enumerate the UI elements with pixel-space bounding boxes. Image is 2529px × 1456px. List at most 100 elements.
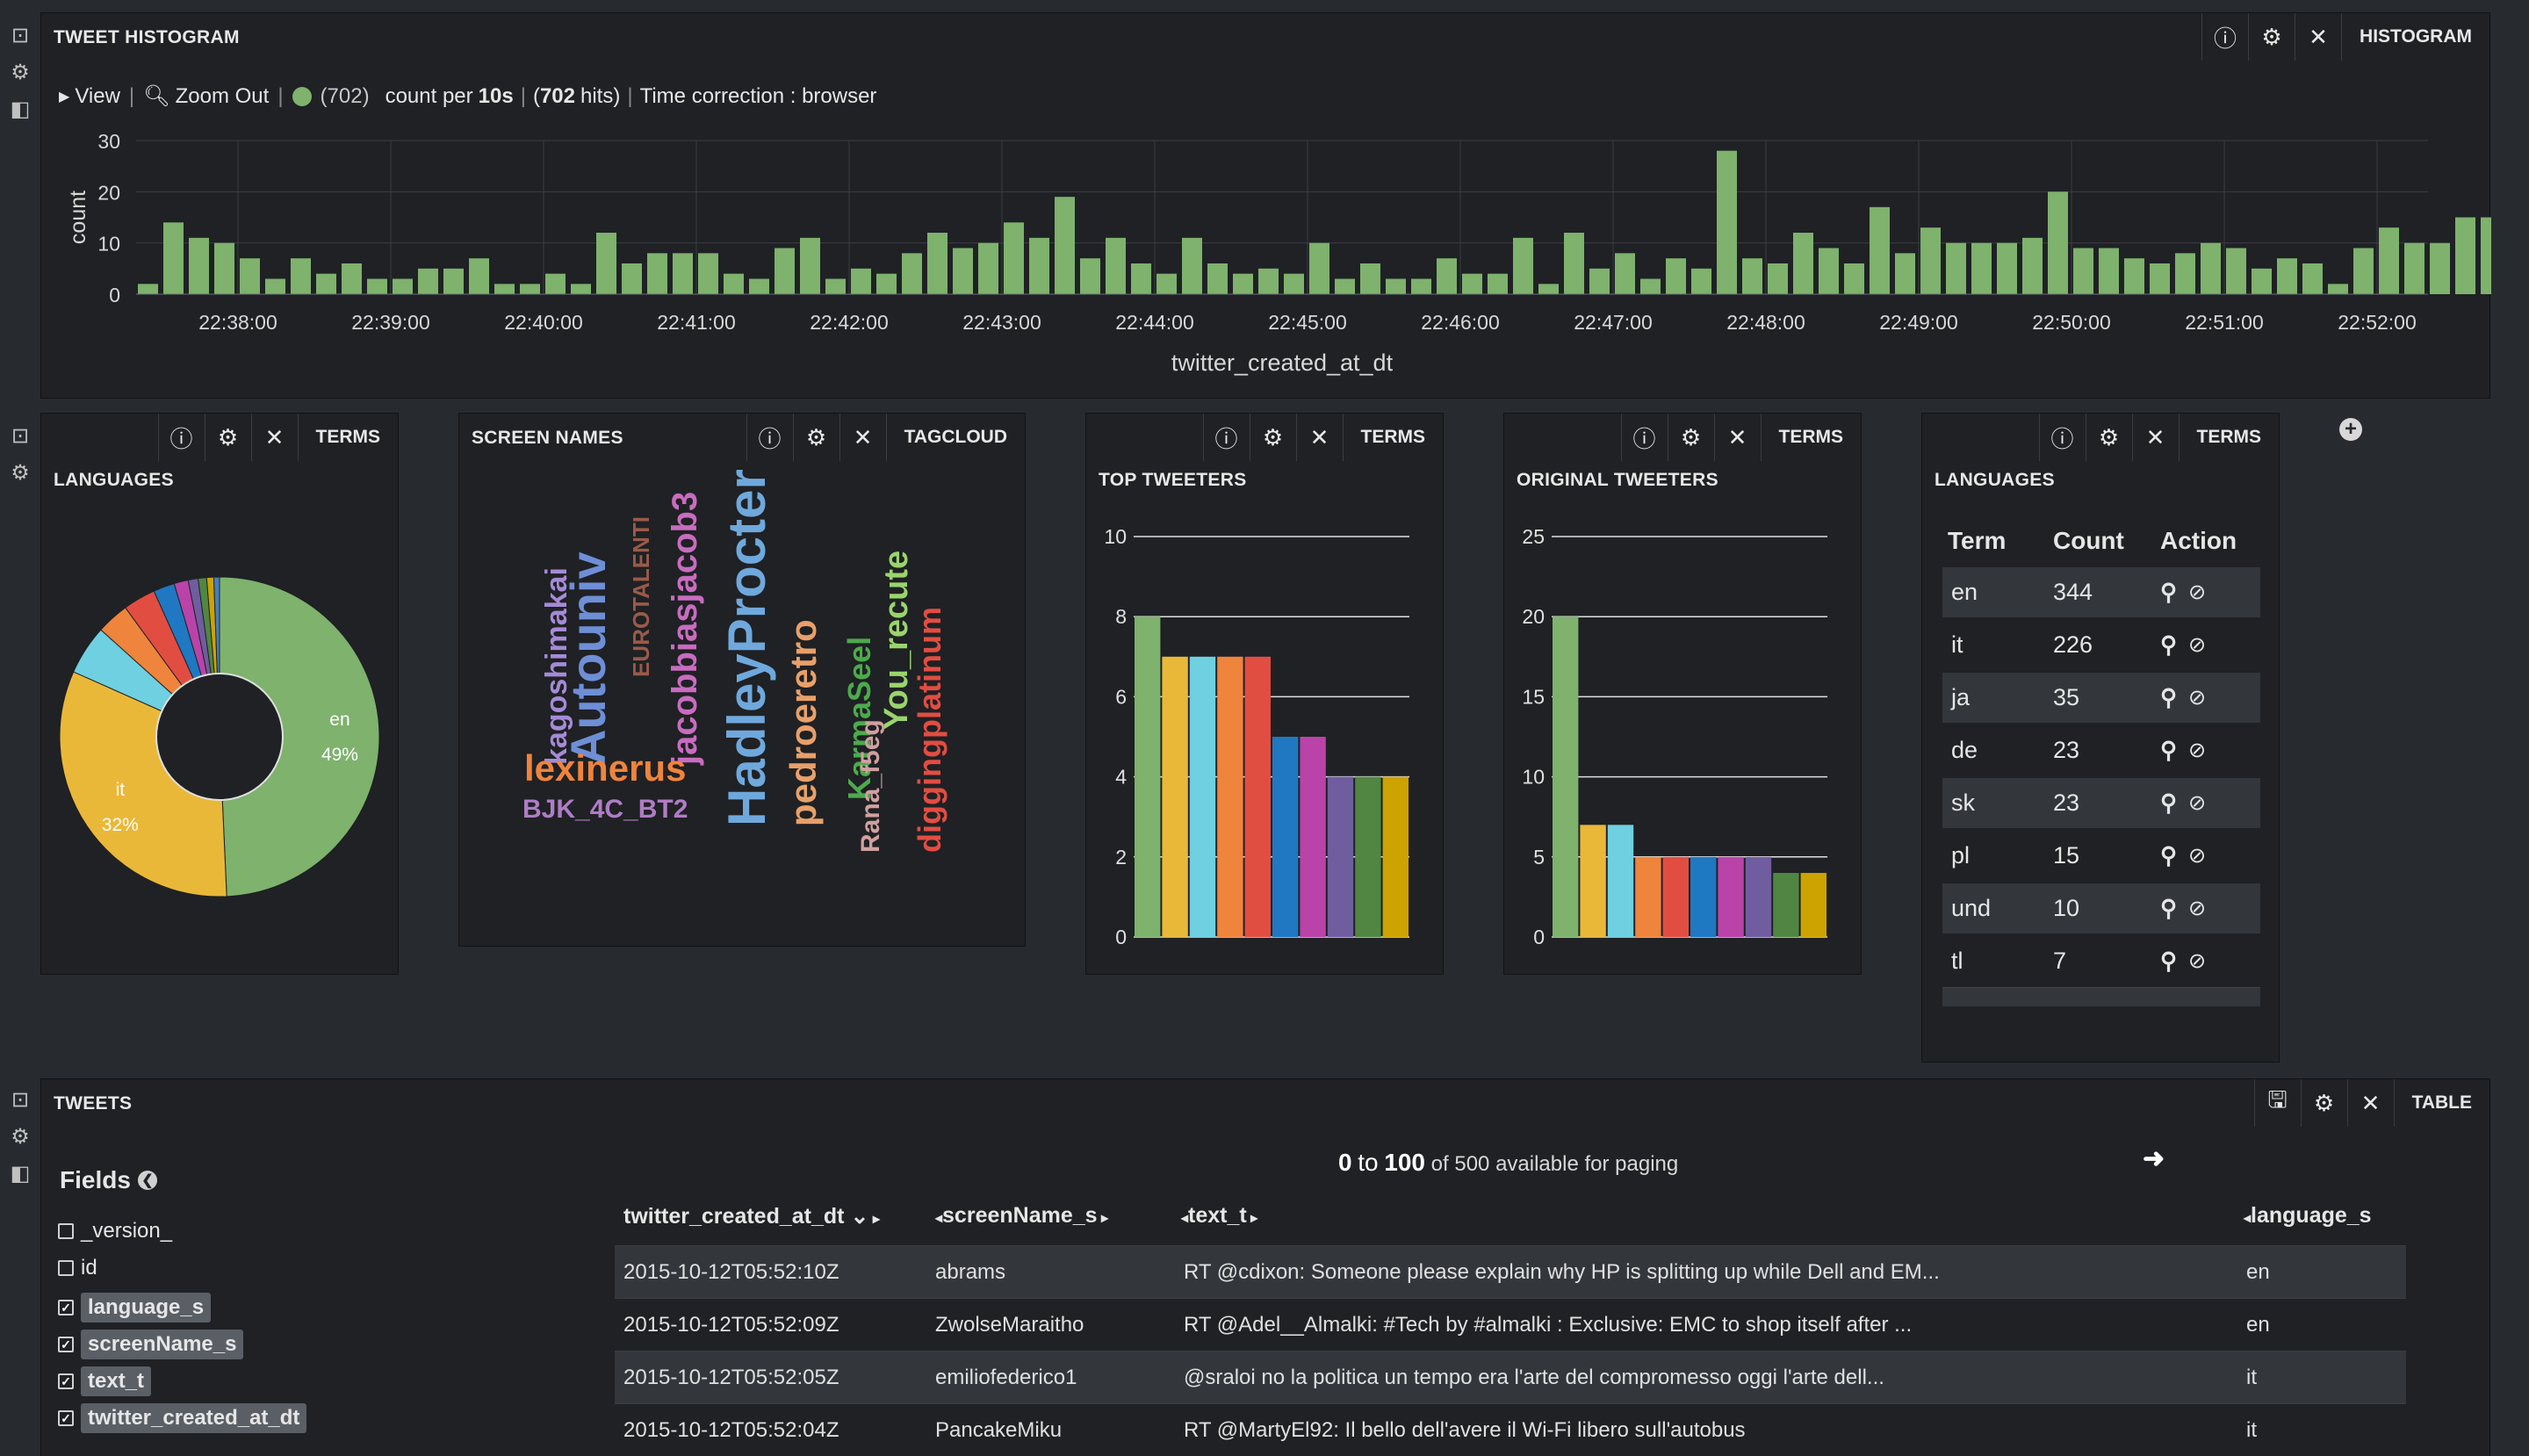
histogram-bar <box>571 284 591 294</box>
histogram-bar <box>2404 242 2425 294</box>
field-checkbox[interactable]: ✓ <box>58 1410 74 1426</box>
histogram-bar <box>1258 268 1279 294</box>
zoom-out-button[interactable]: Zoom Out <box>175 83 270 108</box>
close-icon[interactable]: ✕ <box>1713 414 1761 461</box>
filter-search-icon[interactable]: ⚲ <box>2160 895 2178 921</box>
close-icon[interactable]: ✕ <box>250 414 298 461</box>
close-icon[interactable]: ✕ <box>839 414 886 461</box>
add-panel-icon[interactable]: ◧ <box>10 97 31 121</box>
collapse-fields-icon[interactable]: ❮ <box>137 1171 157 1190</box>
field-checkbox[interactable]: ✓ <box>58 1300 74 1315</box>
info-icon[interactable]: ⓘ <box>1620 414 1668 461</box>
table-row[interactable]: 2015-10-12T05:52:04Z PancakeMiku RT @Marty… <box>615 1403 2406 1456</box>
view-menu[interactable]: View <box>75 83 120 108</box>
bar <box>1382 776 1409 937</box>
histogram-bar <box>1844 263 1864 294</box>
histogram-bar <box>1029 237 1049 294</box>
filter-search-icon[interactable]: ⚲ <box>2160 631 2178 658</box>
table-row[interactable]: 2015-10-12T05:52:05Z emiliofederico1 @sral… <box>615 1351 2406 1403</box>
histogram-bar <box>2201 242 2221 294</box>
bar <box>1800 873 1826 937</box>
histogram-bar <box>469 258 489 294</box>
add-panel-plus-icon[interactable]: + <box>2339 418 2362 441</box>
col-text[interactable]: ◂text_t ▸ <box>1181 1203 1258 1228</box>
exclude-icon[interactable]: ⊘ <box>2188 897 2207 920</box>
row-settings-gear-icon[interactable]: ⚙ <box>11 1125 30 1149</box>
add-panel-icon[interactable]: ◧ <box>10 1162 31 1186</box>
histogram-bar <box>1946 242 1966 294</box>
histogram-bar <box>673 253 693 294</box>
text-cell: RT @MartyEl92: Il bello dell'avere il Wi… <box>1184 1417 1746 1442</box>
table-row[interactable]: 2015-10-12T05:52:10Z abrams RT @cdixon: So… <box>615 1245 2406 1298</box>
exclude-icon[interactable]: ⊘ <box>2188 686 2207 710</box>
close-icon[interactable]: ✕ <box>2295 13 2341 61</box>
filter-search-icon[interactable]: ⚲ <box>2160 684 2178 710</box>
info-icon[interactable]: ⓘ <box>746 414 793 461</box>
filter-search-icon[interactable]: ⚲ <box>2160 579 2178 605</box>
settings-gear-icon[interactable]: ⚙ <box>792 414 839 461</box>
histogram-bar <box>494 284 515 294</box>
row-settings-gear-icon[interactable]: ⚙ <box>11 61 30 84</box>
info-icon[interactable]: ⓘ <box>2038 414 2086 461</box>
histogram-bar <box>163 222 184 294</box>
settings-gear-icon[interactable]: ⚙ <box>204 414 251 461</box>
x-tick-label: 22:46:00 <box>1421 311 1500 334</box>
info-icon[interactable]: ⓘ <box>2201 13 2248 61</box>
collapse-row-icon[interactable]: ⊡ <box>11 424 30 448</box>
field-checkbox[interactable] <box>58 1260 74 1276</box>
close-icon[interactable]: ✕ <box>2346 1079 2394 1127</box>
histogram-bar <box>851 268 871 294</box>
histogram-bar <box>800 237 820 294</box>
field-item[interactable]: _version_ <box>58 1219 172 1243</box>
close-icon[interactable]: ✕ <box>2131 414 2179 461</box>
bar <box>1135 616 1161 937</box>
table-row[interactable]: 2015-10-12T05:52:09Z ZwolseMaraitho RT @Ad… <box>615 1298 2406 1351</box>
collapse-row-icon[interactable]: ⊡ <box>11 24 30 47</box>
settings-gear-icon[interactable]: ⚙ <box>2300 1079 2347 1127</box>
settings-gear-icon[interactable]: ⚙ <box>2085 414 2132 461</box>
close-icon[interactable]: ✕ <box>1295 414 1343 461</box>
row-settings-gear-icon[interactable]: ⚙ <box>11 461 30 485</box>
caret-right-icon: ▸ <box>1097 1211 1109 1226</box>
col-language[interactable]: ◂language_s <box>2244 1203 2372 1228</box>
filter-search-icon[interactable]: ⚲ <box>2160 737 2178 763</box>
field-checkbox[interactable]: ✓ <box>58 1373 74 1389</box>
top-tweeters-panel: ⓘ ⚙ ✕ TERMS TOP TWEETERS 0 2 4 6 8 10 <box>1085 413 1444 975</box>
filter-search-icon[interactable]: ⚲ <box>2160 842 2178 869</box>
info-icon[interactable]: ⓘ <box>157 414 205 461</box>
field-checkbox[interactable] <box>58 1223 74 1239</box>
info-icon[interactable]: ⓘ <box>1202 414 1250 461</box>
exclude-icon[interactable]: ⊘ <box>2188 633 2207 657</box>
x-tick-label: 22:44:00 <box>1115 311 1194 334</box>
settings-gear-icon[interactable]: ⚙ <box>1249 414 1296 461</box>
exclude-icon[interactable]: ⊘ <box>2188 844 2207 868</box>
col-screen-name[interactable]: ◂screenName_s ▸ <box>935 1203 1109 1228</box>
field-item[interactable]: ✓ language_s <box>58 1293 212 1323</box>
settings-gear-icon[interactable]: ⚙ <box>2248 13 2295 61</box>
histogram-bar <box>545 273 566 294</box>
field-item[interactable]: id <box>58 1256 97 1280</box>
save-icon[interactable]: 🖫 <box>2253 1079 2301 1127</box>
pie-percent: 32% <box>102 815 139 835</box>
filter-search-icon[interactable]: ⚲ <box>2160 948 2178 974</box>
collapse-row-icon[interactable]: ⊡ <box>11 1088 30 1112</box>
bar <box>1189 656 1216 937</box>
histogram-bar <box>1106 237 1126 294</box>
next-page-arrow-icon[interactable]: ➜ <box>2143 1144 2165 1173</box>
histogram-bar <box>876 273 897 294</box>
field-item[interactable]: ✓ screenName_s <box>58 1330 244 1359</box>
col-created-at[interactable]: twitter_created_at_dt ⌄ ▸ <box>623 1204 880 1229</box>
exclude-icon[interactable]: ⊘ <box>2188 580 2207 604</box>
field-item[interactable]: ✓ text_t <box>58 1366 152 1396</box>
field-checkbox[interactable]: ✓ <box>58 1337 74 1352</box>
bar <box>1272 737 1299 937</box>
histogram-bar <box>1768 263 1788 294</box>
exclude-icon[interactable]: ⊘ <box>2188 739 2207 762</box>
exclude-icon[interactable]: ⊘ <box>2188 949 2207 973</box>
legend-dot <box>292 86 312 106</box>
histogram-bar <box>1233 273 1253 294</box>
exclude-icon[interactable]: ⊘ <box>2188 791 2207 815</box>
settings-gear-icon[interactable]: ⚙ <box>1667 414 1714 461</box>
filter-search-icon[interactable]: ⚲ <box>2160 789 2178 816</box>
field-item[interactable]: ✓ twitter_created_at_dt <box>58 1403 307 1433</box>
